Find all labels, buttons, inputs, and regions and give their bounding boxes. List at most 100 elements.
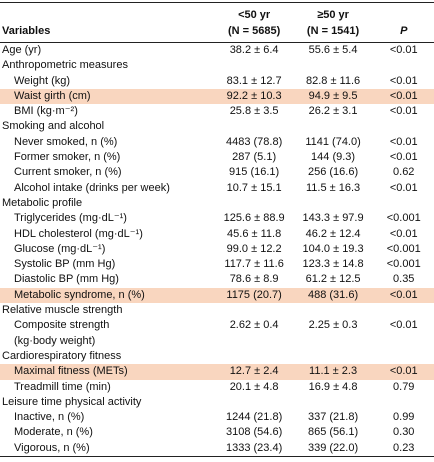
value-cell bbox=[216, 58, 293, 73]
label-text: Waist girth (cm) bbox=[14, 89, 91, 102]
data-row: Treadmill time (min) 20.1 ± 4.8 16.9 ± 4.8… bbox=[0, 380, 434, 395]
value-cell: 83.1 ± 12.7 bbox=[216, 74, 293, 89]
row-label: Smoking and alcohol bbox=[0, 119, 216, 134]
header-cell: ≥50 yr (N = 1541) bbox=[292, 2, 374, 43]
header-text: P bbox=[400, 25, 408, 37]
value-cell: 123.3 ± 14.8 bbox=[293, 257, 374, 272]
cell-text: <0.01 bbox=[389, 288, 418, 301]
cell-text: 55.6 ± 5.4 bbox=[308, 44, 358, 56]
value-cell: 1175 (20.7) bbox=[215, 287, 293, 304]
label-text: Cardiorespiratory fitness bbox=[2, 349, 122, 362]
cell-text: 4483 (78.8) bbox=[225, 135, 283, 148]
row-label: Systolic BP (mm Hg) bbox=[0, 257, 216, 272]
value-cell: <0.01 bbox=[373, 318, 434, 349]
row-label: Metabolic syndrome, n (%) bbox=[0, 287, 216, 304]
value-cell: 12.7 ± 2.4 bbox=[215, 364, 293, 380]
value-cell: 0.99 bbox=[373, 410, 434, 425]
cell-text: 0.23 bbox=[393, 441, 415, 454]
header-text: <50 yr bbox=[238, 9, 271, 21]
data-row: Former smoker, n (%) 287 (5.1) 144 (9.3) <0… bbox=[0, 150, 434, 165]
value-cell: 20.1 ± 4.8 bbox=[216, 380, 293, 395]
data-row: Maximal fitness (METs) 12.7 ± 2.4 11.1 ± 2… bbox=[0, 364, 434, 380]
cell-text: <0.01 bbox=[389, 319, 418, 332]
section-row: Relative muscle strength bbox=[0, 303, 434, 318]
value-cell: 287 (5.1) bbox=[216, 150, 293, 165]
value-cell: <0.001 bbox=[373, 257, 434, 272]
cell-text: <0.001 bbox=[386, 242, 421, 255]
data-row: Alcohol intake (drinks per week) 10.7 ± 1… bbox=[0, 181, 434, 196]
value-cell: 3108 (54.6) bbox=[216, 425, 293, 440]
header-text: Variables bbox=[2, 25, 51, 37]
value-cell: <0.01 bbox=[373, 43, 434, 59]
cell-text: 0.79 bbox=[393, 380, 415, 393]
section-row: Anthropometric measures bbox=[0, 58, 434, 73]
label-text: Smoking and alcohol bbox=[2, 120, 105, 133]
value-cell bbox=[373, 119, 434, 134]
value-cell: 0.35 bbox=[373, 272, 434, 287]
value-cell: 94.9 ± 9.5 bbox=[292, 88, 374, 105]
value-cell: 2.25 ± 0.3 bbox=[293, 318, 374, 349]
value-cell bbox=[373, 395, 434, 410]
section-row: Metabolic profile bbox=[0, 196, 434, 211]
value-cell: 16.9 ± 4.8 bbox=[293, 380, 374, 395]
cell-text: 1244 (21.8) bbox=[225, 411, 283, 424]
value-cell bbox=[216, 196, 293, 211]
row-label: Never smoked, n (%) bbox=[0, 135, 216, 150]
cell-text: 16.9 ± 4.8 bbox=[308, 380, 358, 393]
label-text: Leisure time physical activity bbox=[2, 395, 142, 408]
value-cell: 0.79 bbox=[373, 380, 434, 395]
value-cell: 915 (16.1) bbox=[216, 165, 293, 180]
value-cell: <0.01 bbox=[373, 104, 434, 119]
label-text: Metabolic syndrome, n (%) bbox=[14, 288, 145, 301]
row-label: Waist girth (cm) bbox=[0, 88, 216, 105]
value-cell: 99.0 ± 12.2 bbox=[216, 242, 293, 257]
header-text: ≥50 yr bbox=[317, 9, 349, 21]
cell-text: 20.1 ± 4.8 bbox=[229, 380, 279, 393]
header-row: Variables <50 yr (N = 5685) ≥50 yr (N = 1541… bbox=[0, 2, 434, 43]
row-label: Vigorous, n (%) bbox=[0, 441, 216, 457]
cell-text: <0.01 bbox=[389, 44, 418, 56]
value-cell: 339 (22.0) bbox=[293, 441, 374, 457]
value-cell: 104.0 ± 19.3 bbox=[293, 242, 374, 257]
value-cell bbox=[293, 349, 374, 364]
value-cell: 256 (16.6) bbox=[293, 165, 374, 180]
cell-text: <0.01 bbox=[389, 365, 418, 378]
data-row: Current smoker, n (%) 915 (16.1) 256 (16.6… bbox=[0, 165, 434, 180]
value-cell bbox=[216, 395, 293, 410]
cell-text: 92.2 ± 10.3 bbox=[226, 89, 282, 102]
label-text: Former smoker, n (%) bbox=[14, 151, 121, 164]
header-text: (N = 5685) bbox=[227, 25, 281, 37]
label-text: Weight (kg) bbox=[14, 74, 71, 87]
value-cell: 144 (9.3) bbox=[293, 150, 374, 165]
data-row: BMI (kg·m⁻²) 25.8 ± 3.5 26.2 ± 3.1 <0.01 bbox=[0, 104, 434, 119]
data-row: HDL cholesterol (mg·dL⁻¹) 45.6 ± 11.8 46.2… bbox=[0, 227, 434, 242]
cell-text: 0.62 bbox=[393, 166, 415, 179]
value-cell: 11.1 ± 2.3 bbox=[292, 364, 374, 380]
value-cell: 1333 (23.4) bbox=[216, 441, 293, 457]
value-cell: 0.62 bbox=[373, 165, 434, 180]
value-cell bbox=[293, 395, 374, 410]
value-cell bbox=[373, 58, 434, 73]
cell-text: <0.01 bbox=[389, 74, 418, 87]
value-cell: 337 (21.8) bbox=[293, 410, 374, 425]
value-cell: 0.23 bbox=[373, 441, 434, 457]
table-body: Age (yr) 38.2 ± 6.4 55.6 ± 5.4 <0.01 Anthrop… bbox=[0, 43, 434, 457]
data-row: Never smoked, n (%) 4483 (78.8) 1141 (74.0… bbox=[0, 135, 434, 150]
cell-text: 3108 (54.6) bbox=[225, 426, 283, 439]
header-text: (N = 1541) bbox=[306, 25, 360, 37]
row-label: Glucose (mg·dL⁻¹) bbox=[0, 242, 216, 257]
data-row: Systolic BP (mm Hg) 117.7 ± 11.6 123.3 ± 1… bbox=[0, 257, 434, 272]
value-cell: 143.3 ± 97.9 bbox=[293, 211, 374, 226]
cell-text: <0.01 bbox=[389, 227, 418, 240]
value-cell bbox=[293, 119, 374, 134]
value-cell bbox=[373, 303, 434, 318]
header-cell: P bbox=[373, 2, 434, 43]
section-row: Leisure time physical activity bbox=[0, 395, 434, 410]
cell-text: 61.2 ± 12.5 bbox=[305, 273, 361, 286]
value-cell bbox=[293, 303, 374, 318]
value-cell: 92.2 ± 10.3 bbox=[215, 88, 293, 105]
cell-text: 38.2 ± 6.4 bbox=[229, 44, 279, 56]
value-cell bbox=[293, 58, 374, 73]
label-text: Anthropometric measures bbox=[2, 59, 128, 72]
